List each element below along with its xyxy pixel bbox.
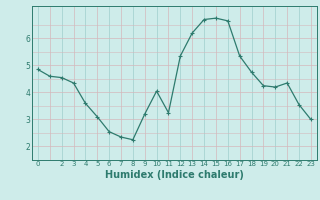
- X-axis label: Humidex (Indice chaleur): Humidex (Indice chaleur): [105, 170, 244, 180]
